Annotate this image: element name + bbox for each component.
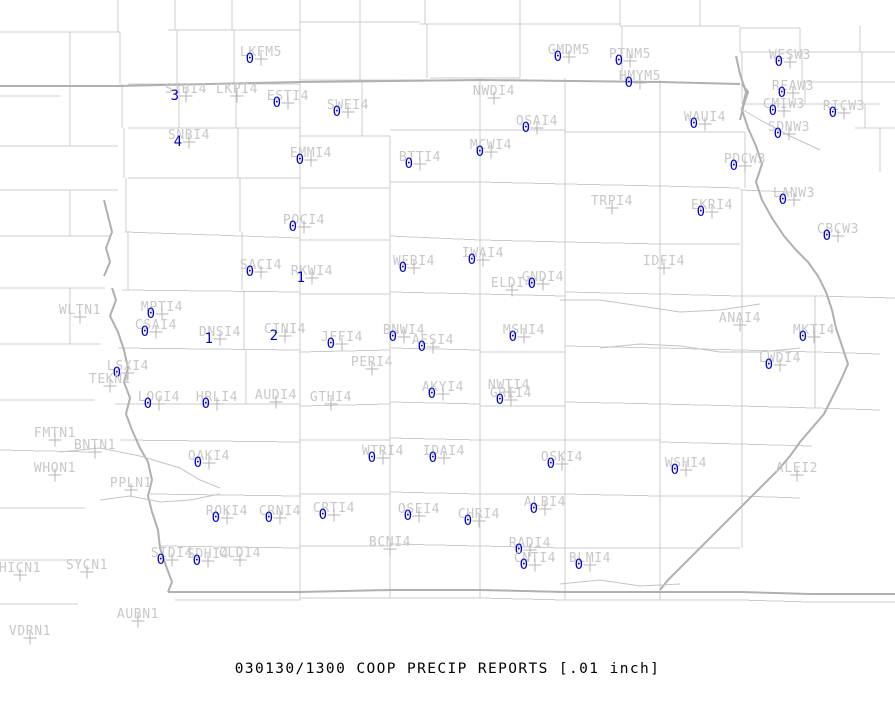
precip-value: 0 (828, 105, 837, 121)
station-id-label: IDFI4 (642, 254, 686, 269)
precip-value: 0 (404, 156, 413, 172)
precip-value: 0 (689, 116, 698, 132)
station-id-label: PERI4 (350, 355, 394, 370)
precip-value: 0 (764, 357, 773, 373)
geography-layer (0, 0, 895, 605)
precip-value: 0 (519, 557, 528, 573)
precip-value: 0 (288, 219, 297, 235)
station-id-label: PPLN1 (109, 476, 153, 491)
precip-value: 0 (112, 365, 121, 381)
precip-value: 0 (467, 252, 476, 268)
map-canvas[interactable]: LKFM5 0 SIBI4 3 LKPI4 ESTI4 0 SWEI4 0 SNBI4 4 EMMI4… (0, 0, 895, 645)
precip-value: 0 (729, 158, 738, 174)
precip-value: 0 (521, 120, 530, 136)
station-id-label: ALEI2 (775, 461, 819, 476)
precip-value: 1 (204, 331, 213, 347)
state-boundaries (0, 55, 895, 595)
precip-value: 0 (822, 228, 831, 244)
precip-value: 0 (514, 542, 523, 558)
precip-value: 0 (574, 557, 583, 573)
precip-value: 0 (463, 513, 472, 529)
precip-value: 0 (140, 324, 149, 340)
map-caption: 030130/1300 COOP PRECIP REPORTS [.01 inc… (0, 645, 895, 716)
precip-value: 0 (332, 104, 341, 120)
precip-value: 0 (798, 329, 807, 345)
precip-value: 0 (143, 396, 152, 412)
precip-value: 0 (211, 510, 220, 526)
precip-value: 0 (245, 51, 254, 67)
county-lines (0, 0, 895, 605)
precip-value: 0 (546, 456, 555, 472)
precip-value: 0 (272, 95, 281, 111)
precip-value: 0 (388, 329, 397, 345)
station-id-label: WLTN1 (58, 303, 102, 318)
station-id-label: AUDI4 (254, 388, 298, 403)
precip-value: 0 (696, 204, 705, 220)
station-id-label: VDRN1 (8, 624, 52, 639)
precip-value: 0 (201, 396, 210, 412)
minor-rivers (59, 107, 821, 587)
precip-value: 0 (553, 49, 562, 65)
precip-value: 0 (768, 103, 777, 119)
precip-value: 0 (367, 450, 376, 466)
station-id-label: BCNI4 (368, 535, 412, 550)
precip-value: 0 (475, 144, 484, 160)
precip-value: 0 (529, 501, 538, 517)
precip-value: 0 (670, 462, 679, 478)
precip-value: 0 (417, 339, 426, 355)
precip-value: 0 (495, 392, 504, 408)
precip-value: 0 (295, 152, 304, 168)
precip-value: 0 (614, 53, 623, 69)
precip-value: 0 (398, 260, 407, 276)
precip-value: 0 (264, 510, 273, 526)
station-id-label: ANAI4 (718, 311, 762, 326)
precip-value: 0 (774, 54, 783, 70)
precip-value: 0 (778, 192, 787, 208)
precip-value: 0 (508, 329, 517, 345)
precip-value: 1 (296, 270, 305, 286)
precip-value: 0 (193, 455, 202, 471)
station-id-label: LKPI4 (215, 82, 259, 97)
precip-value: 0 (403, 508, 412, 524)
station-id-label: HICN1 (0, 561, 42, 576)
precip-value: 0 (428, 450, 437, 466)
precip-value: 0 (326, 336, 335, 352)
station-id-label: BNTN1 (73, 438, 117, 453)
station-id-label: NWDI4 (472, 84, 516, 99)
precip-value: 0 (427, 386, 436, 402)
station-id-label: AUBN1 (116, 607, 160, 622)
precip-value: 0 (192, 553, 201, 569)
precip-value: 0 (527, 276, 536, 292)
precip-value: 2 (269, 328, 278, 344)
station-id-label: WHON1 (33, 461, 77, 476)
station-id-label: GTHI4 (309, 390, 353, 405)
precip-value: 0 (245, 264, 254, 280)
station-id-label: TRPI4 (590, 194, 634, 209)
precip-value: 3 (170, 88, 179, 104)
station-id-label: SYCN1 (65, 558, 109, 573)
precip-value: 0 (777, 85, 786, 101)
precip-value: 0 (773, 126, 782, 142)
caption-text: 030130/1300 COOP PRECIP REPORTS [.01 inc… (234, 661, 661, 677)
station-id-label: FMTN1 (33, 426, 77, 441)
precip-value: 0 (318, 507, 327, 523)
precip-value: 0 (624, 75, 633, 91)
precip-value: 0 (156, 552, 165, 568)
precip-value: 0 (146, 306, 155, 322)
precip-value: 4 (173, 134, 182, 150)
station-id-label: CLDI4 (218, 546, 262, 561)
station-id-label: TEKN1 (88, 372, 132, 387)
